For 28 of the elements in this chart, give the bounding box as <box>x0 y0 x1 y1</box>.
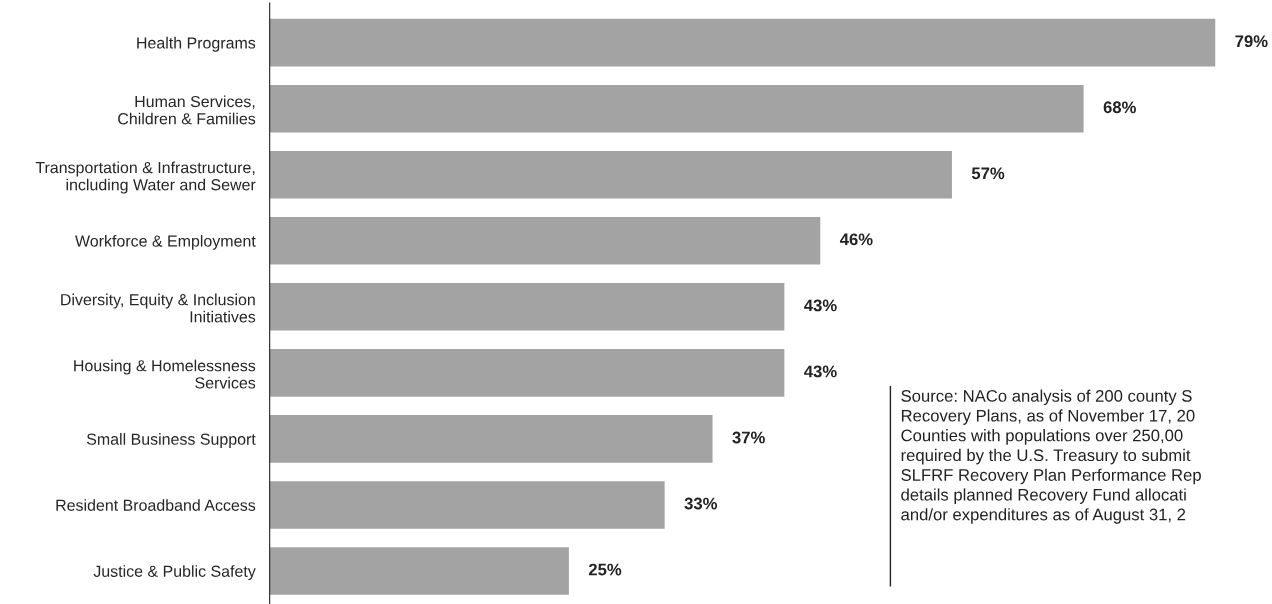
bar <box>269 547 569 595</box>
bar <box>269 217 821 265</box>
data-label: 33% <box>684 497 718 510</box>
y-tick-label: Human Services, Children & Families <box>118 95 256 125</box>
data-label: 46% <box>839 233 873 246</box>
data-label: 57% <box>971 167 1005 180</box>
y-tick-label: Resident Broadband Access <box>56 499 256 511</box>
y-tick-label: Diversity, Equity & Inclusion Initiatives <box>61 293 256 323</box>
bar <box>269 481 665 529</box>
data-label: 43% <box>804 365 837 378</box>
bar <box>269 349 785 397</box>
data-label: 25% <box>588 563 622 576</box>
bar <box>269 150 952 199</box>
y-tick-label: Transportation & Infrastructure, including Water and Sewer <box>35 161 256 194</box>
data-label: 37% <box>732 431 765 444</box>
y-tick-label: Justice & Public Safety <box>93 565 256 581</box>
bar <box>269 283 785 331</box>
y-tick-label: Small Business Support <box>86 433 256 448</box>
bar <box>269 415 713 463</box>
data-label: 79% <box>1235 35 1268 48</box>
annotation: Source: NACo analysis of 200 county S Recovery Plans, as of November 17, 20 Counties with populations over 250,00 required by the U.S. Treasury to submit SLFRF Recovery Plan Performance Rep details planned Recovery Fund allocati and/or expenditures as of August 31, 2 <box>901 389 1201 524</box>
bar <box>269 84 1084 133</box>
bar <box>269 18 1216 67</box>
data-label: 43% <box>804 299 837 312</box>
y-tick-label: Workforce & Employment <box>75 234 256 250</box>
y-tick-label: Health Programs <box>137 36 256 52</box>
y-tick-label: Housing & Homelessness Services <box>74 359 256 389</box>
data-label: 68% <box>1103 101 1136 114</box>
